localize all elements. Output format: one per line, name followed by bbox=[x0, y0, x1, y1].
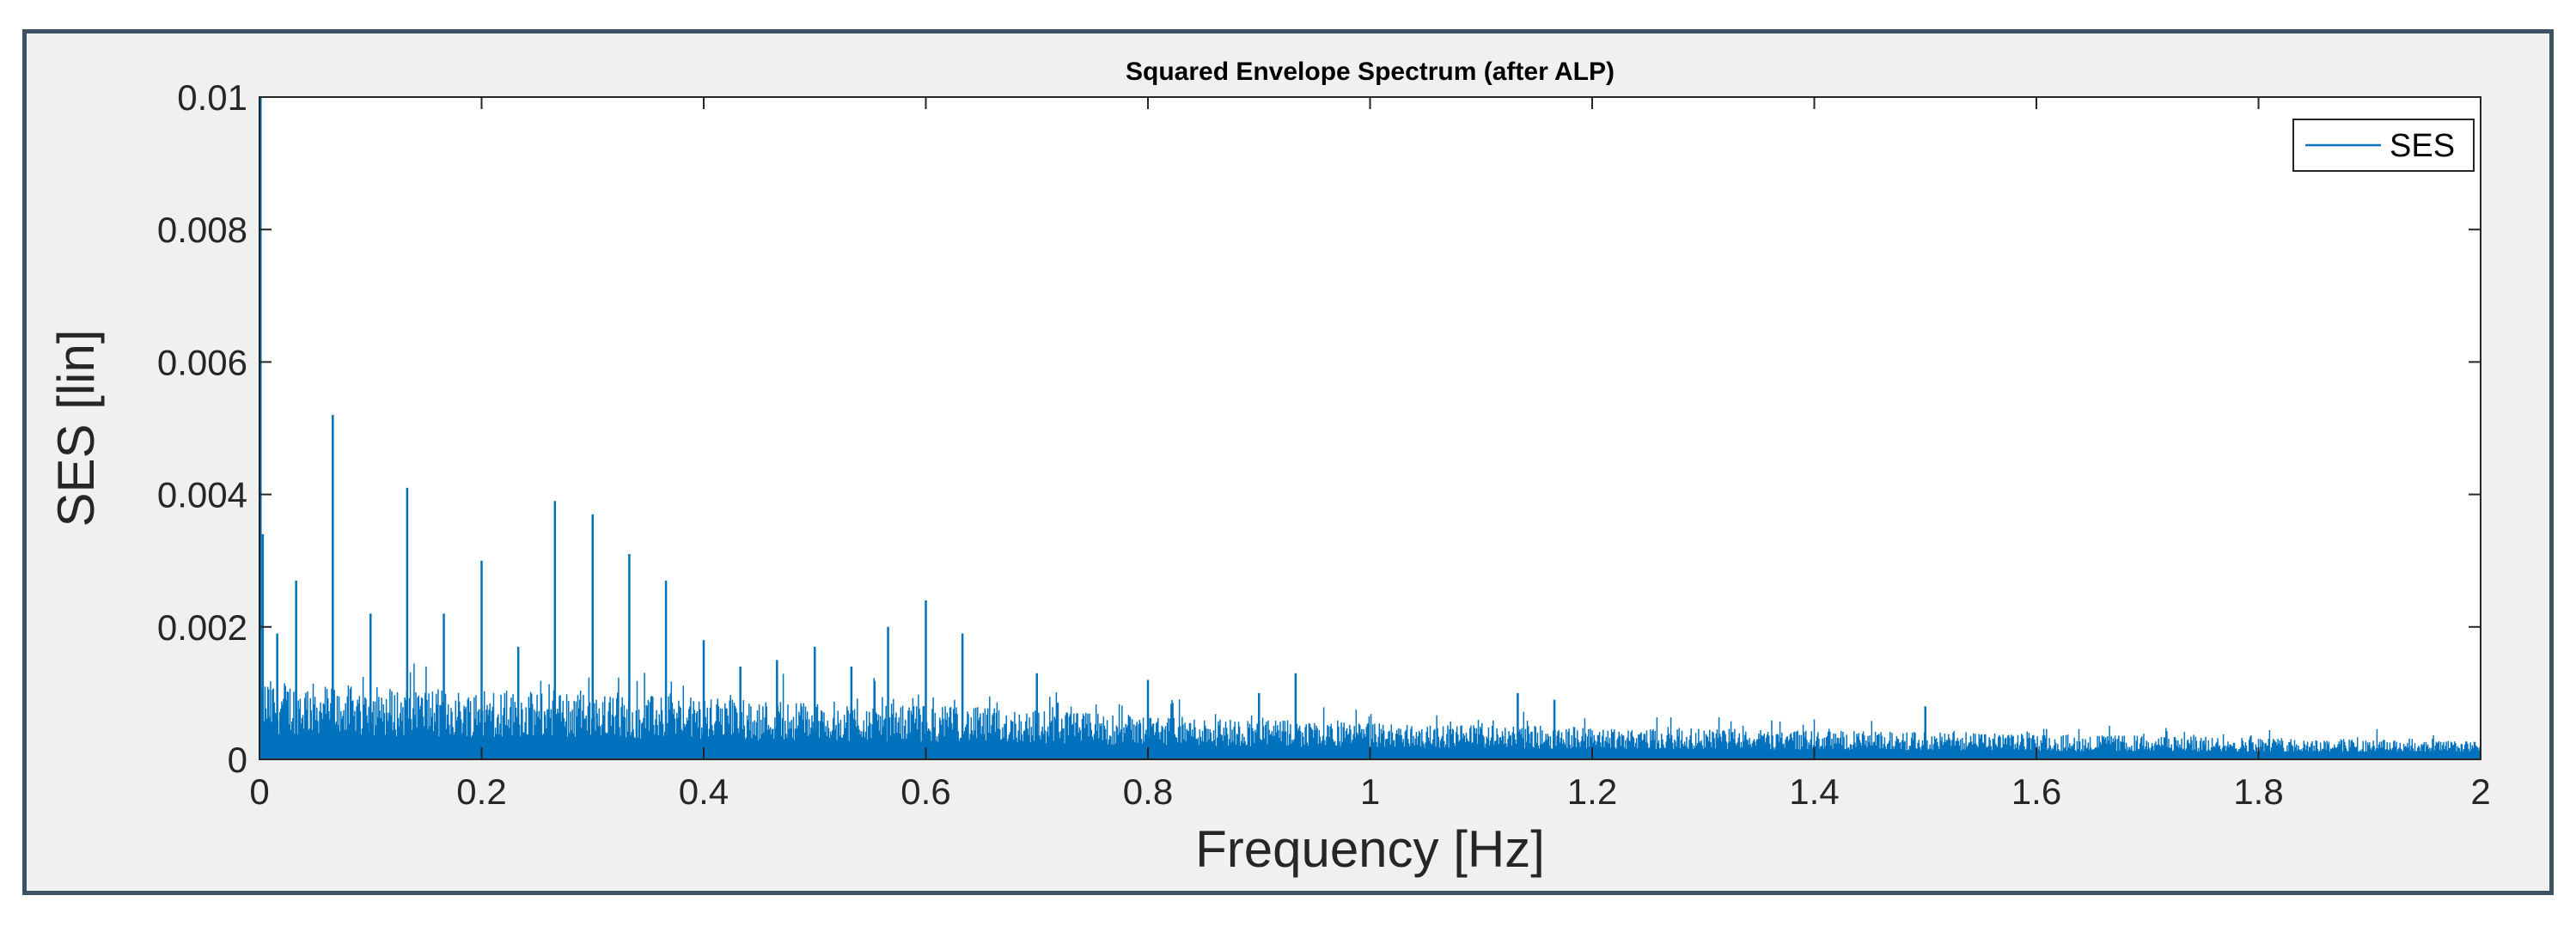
y-tick-label: 0.01 bbox=[177, 77, 247, 118]
x-tick-label: 0.8 bbox=[1123, 771, 1173, 812]
y-axis-ticks: 0 0.002 0.004 0.006 0.008 0.01 bbox=[157, 77, 2481, 780]
y-tick-label: 0.006 bbox=[157, 342, 247, 382]
y-tick-label: 0 bbox=[228, 740, 247, 780]
y-tick-label: 0.004 bbox=[157, 475, 247, 515]
y-axis-label: SES [lin] bbox=[47, 329, 105, 527]
x-tick-label: 0.2 bbox=[456, 771, 506, 812]
x-tick-label: 0 bbox=[249, 771, 269, 812]
y-tick-label: 0.002 bbox=[157, 607, 247, 648]
chart-title: Squared Envelope Spectrum (after ALP) bbox=[1126, 58, 1615, 86]
x-tick-label: 1 bbox=[1360, 771, 1380, 812]
x-tick-label: 1.2 bbox=[1567, 771, 1617, 812]
x-axis-label: Frequency [Hz] bbox=[1195, 820, 1545, 878]
x-tick-label: 2 bbox=[2470, 771, 2490, 812]
x-tick-label: 1.8 bbox=[2233, 771, 2283, 812]
x-tick-label: 1.4 bbox=[1789, 771, 1839, 812]
x-tick-label: 0.6 bbox=[900, 771, 950, 812]
legend: SES bbox=[2292, 119, 2475, 172]
x-tick-label: 0.4 bbox=[679, 771, 729, 812]
x-axis-ticks: 0 0.2 0.4 0.6 0.8 1 1.2 1.4 1.6 1.8 2 bbox=[249, 97, 2491, 812]
y-tick-label: 0.008 bbox=[157, 210, 247, 250]
x-tick-label: 1.6 bbox=[2011, 771, 2061, 812]
legend-label-ses: SES bbox=[2390, 128, 2455, 164]
